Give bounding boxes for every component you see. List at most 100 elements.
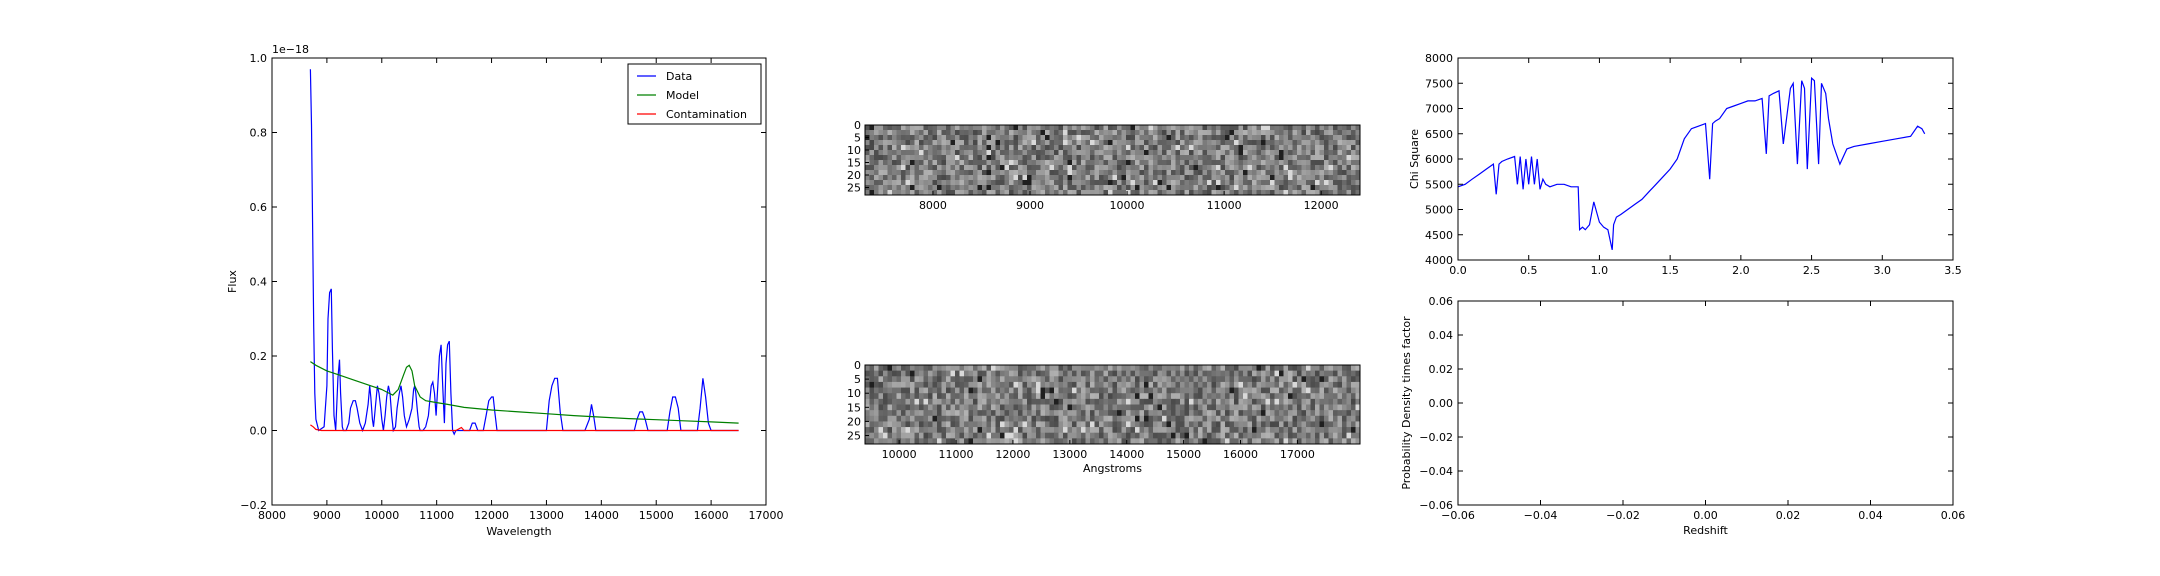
y-tick-label: 0.0 [250,425,268,438]
y-tick-label: 0 [854,359,861,372]
x-tick-label: −0.02 [1606,509,1640,522]
prob-axes-frame [1457,300,1954,506]
y-tick-label: 0.4 [250,276,268,289]
y-tick-label: 15 [847,157,861,170]
x-tick-label: 11000 [1207,199,1242,212]
y-tick-label: 0 [854,119,861,132]
x-tick-label: 15000 [1166,448,1201,461]
x-tick-label: 0.0 [1449,264,1467,277]
y-tick-label: 0.04 [1429,329,1454,342]
y-tick-label: 20 [847,415,861,428]
spectrum-2d-bottom-frame [864,364,1361,445]
x-axis-label: Wavelength [486,525,551,538]
y-tick-label: 5 [854,373,861,386]
x-tick-label: 16000 [694,509,729,522]
x-tick-label: −0.04 [1524,509,1558,522]
y-tick-label: 7500 [1425,77,1453,90]
x-tick-label: 13000 [1052,448,1087,461]
y-axis-label: Flux [226,270,239,293]
legend-label-model: Model [666,89,699,102]
x-tick-label: 8000 [258,509,286,522]
y-tick-label: 1.0 [250,52,268,65]
x-tick-label: −0.06 [1441,509,1475,522]
series-line-model [310,361,739,424]
y-tick-label: 0.02 [1429,363,1454,376]
series-line-data [309,69,739,436]
y-tick-label: 6500 [1425,128,1453,141]
flux-axes-frame [271,57,767,506]
y-axis-label: Probability Density times factor [1400,316,1413,490]
x-tick-label: 11000 [939,448,974,461]
x-tick-label: 11000 [419,509,454,522]
y-tick-label: 4000 [1425,254,1453,267]
flux-plot-area [309,69,739,436]
x-tick-label: 9000 [1016,199,1044,212]
x-tick-label: 17000 [1280,448,1315,461]
x-tick-label: 0.06 [1941,509,1966,522]
y-tick-label: −0.06 [1419,499,1453,512]
y-tick-label: 20 [847,169,861,182]
x-tick-label: 0.02 [1776,509,1801,522]
spectrum-2d-bottom-image: 10000 11000 12000 13000 14000 15000 16000 17000… [847,359,1361,475]
x-tick-label: 17000 [749,509,784,522]
x-tick-label: 10000 [882,448,917,461]
x-tick-label: 13000 [529,509,564,522]
y-tick-label: 7000 [1425,103,1453,116]
x-tick-label: 10000 [364,509,399,522]
x-tick-label: 15000 [639,509,674,522]
legend-label-data: Data [666,70,692,83]
y-tick-label: 25 [847,430,861,443]
x-tick-label: 2.0 [1732,264,1750,277]
x-tick-label: 14000 [584,509,619,522]
x-tick-label: 2.5 [1803,264,1821,277]
y-tick-label: 0.8 [250,127,268,140]
x-axis-label: Redshift [1683,524,1728,537]
x-tick-label: 14000 [1109,448,1144,461]
y-tick-label: 5 [854,132,861,145]
x-tick-label: 0.5 [1520,264,1538,277]
chi-square-chart: 0.0 0.5 1.0 1.5 2.0 2.5 3.0 3.5 4000 4500 5000 5500… [1408,52,1962,277]
x-tick-label: 16000 [1223,448,1258,461]
y-tick-label: 4500 [1425,229,1453,242]
y-tick-label: 0.2 [250,350,268,363]
heatmap-cells [865,365,1361,445]
y-offset-label: 1e−18 [272,43,309,56]
x-tick-label: 9000 [313,509,341,522]
x-tick-label: 12000 [1304,199,1339,212]
y-tick-label: 0.6 [250,201,268,214]
y-tick-label: 25 [847,182,861,195]
y-tick-label: −0.04 [1419,465,1453,478]
y-tick-label: 0.06 [1429,295,1454,308]
series-line-main [1457,76,1926,251]
y-tick-label: 0.00 [1429,397,1454,410]
y-tick-label: 10 [847,144,861,157]
x-tick-label: 0.00 [1693,509,1718,522]
flux-chart: 8000 9000 10000 11000 12000 13000 14000 15000 16… [226,43,784,538]
y-tick-label: −0.2 [240,499,267,512]
x-tick-label: 3.5 [1944,264,1962,277]
heatmap-cells [865,125,1361,196]
y-tick-label: 8000 [1425,52,1453,65]
probability-chart: −0.06 −0.04 −0.02 0.00 0.02 0.04 0.06 −0.06 −0.0… [1400,295,1965,537]
y-tick-label: 5000 [1425,204,1453,217]
chi-axes-frame [1457,57,1954,261]
y-tick-label: −0.02 [1419,431,1453,444]
spectrum-2d-top-frame [864,124,1361,196]
legend-label-contamination: Contamination [666,108,747,121]
y-axis-label: Chi Square [1408,129,1421,189]
x-tick-label: 12000 [995,448,1030,461]
x-tick-label: 3.0 [1874,264,1892,277]
x-tick-label: 1.5 [1661,264,1679,277]
y-tick-label: 10 [847,387,861,400]
y-tick-label: 15 [847,401,861,414]
legend: Data Model Contamination [627,63,762,125]
y-tick-label: 6000 [1425,153,1453,166]
series-line-contamination [310,424,739,432]
x-axis-label: Angstroms [1083,462,1142,475]
x-tick-label: 12000 [474,509,509,522]
x-tick-label: 0.04 [1858,509,1883,522]
y-tick-label: 5500 [1425,178,1453,191]
x-tick-label: 8000 [919,199,947,212]
